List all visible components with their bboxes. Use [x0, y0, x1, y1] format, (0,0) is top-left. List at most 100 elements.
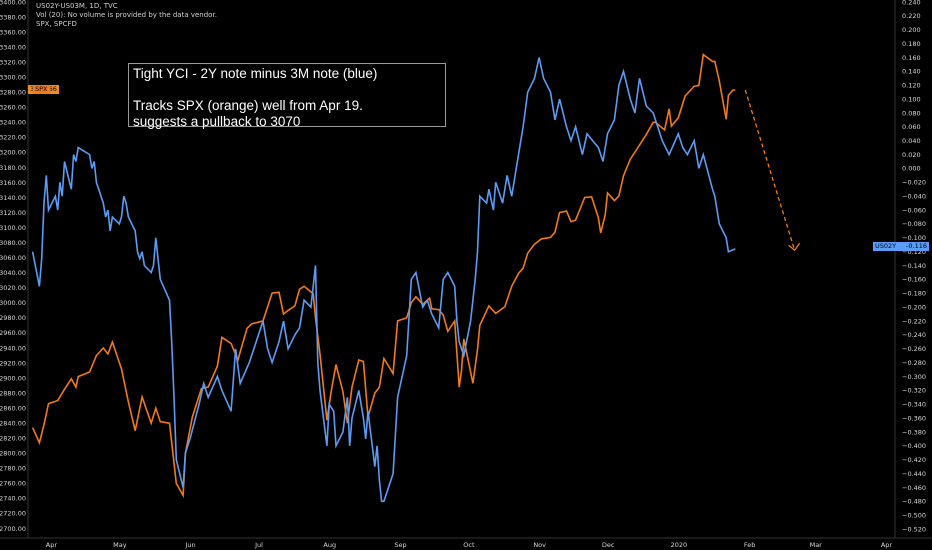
- left-tick-label: 2740.00: [0, 495, 26, 503]
- right-tick-label: −0.520: [902, 525, 926, 533]
- left-tick-label: 3080.00: [0, 239, 26, 247]
- left-tick-label: 3000.00: [0, 299, 26, 307]
- right-tick-label: −0.120: [902, 248, 926, 256]
- header-volume: Vol (20): No volume is provided by the d…: [36, 11, 217, 19]
- right-tick-label: −0.060: [902, 206, 926, 214]
- x-tick-label: Jun: [185, 541, 196, 549]
- left-tick-label: 3220.00: [0, 134, 26, 142]
- x-tick-label: Jul: [254, 541, 263, 549]
- left-tick-label: 2700.00: [0, 525, 26, 533]
- right-tick-label: −0.100: [902, 234, 926, 242]
- left-tick-label: 2820.00: [0, 435, 26, 443]
- left-tick-label: 3060.00: [0, 254, 26, 262]
- annotation-line-2: [133, 82, 441, 98]
- left-tick-label: 2760.00: [0, 480, 26, 488]
- right-tick-label: −0.360: [902, 414, 926, 422]
- left-tick-label: 3320.00: [0, 58, 26, 66]
- left-tick-label: 3140.00: [0, 194, 26, 202]
- annotation-line-3: Tracks SPX (orange) well from Apr 19.: [133, 98, 363, 113]
- left-tick-label: 3040.00: [0, 269, 26, 277]
- right-tick-label: −0.320: [902, 387, 926, 395]
- projection-arrow-line: [744, 89, 796, 251]
- left-tick-label: 2860.00: [0, 404, 26, 412]
- right-price-tag: US02Y -0.116: [873, 242, 929, 251]
- right-tick-label: −0.200: [902, 303, 926, 311]
- right-tick-label: −0.500: [902, 511, 926, 519]
- left-tick-label: 3300.00: [0, 74, 26, 82]
- x-tick-label: Apr: [881, 541, 893, 549]
- right-tick-label: −0.020: [902, 179, 926, 187]
- right-tick-label: −0.240: [902, 331, 926, 339]
- right-tick-label: 0.100: [902, 95, 921, 103]
- left-tick-label: 3160.00: [0, 179, 26, 187]
- x-tick-label: Nov: [533, 541, 546, 549]
- right-tick-label: 0.060: [902, 123, 921, 131]
- left-tick-label: 3340.00: [0, 43, 26, 51]
- right-tick-label: −0.280: [902, 359, 926, 367]
- left-tick-label: 3260.00: [0, 104, 26, 112]
- right-tick-label: −0.300: [902, 373, 926, 381]
- left-tick-label: 2720.00: [0, 510, 26, 518]
- left-tick-label: 3120.00: [0, 209, 26, 217]
- header-symbol: US02Y-US03M, 1D, TVC: [36, 2, 118, 10]
- right-tick-label: 0.240: [902, 0, 921, 6]
- header-compare: SPX, SPCFD: [36, 20, 77, 28]
- x-tick-label: May: [113, 541, 127, 549]
- right-tick-label: 0.220: [902, 12, 921, 20]
- right-tick-label: 0.000: [902, 165, 921, 173]
- right-axis-ticks: −0.520 −0.500 −0.480 −0.460 −0.440 −0.420 −0.4…: [902, 0, 926, 533]
- right-tag-symbol: US02Y: [875, 242, 897, 250]
- series-line-spread: [31, 57, 736, 503]
- left-tick-label: 3380.00: [0, 13, 26, 21]
- x-tick-label: 2020: [671, 541, 688, 549]
- left-tick-label: 3400.00: [0, 0, 26, 6]
- left-tick-label: 3280.00: [0, 89, 26, 97]
- right-tick-label: −0.260: [902, 345, 926, 353]
- left-tick-label: 2780.00: [0, 465, 26, 473]
- right-tick-label: 0.020: [902, 151, 921, 159]
- x-tick-label: Apr: [46, 541, 58, 549]
- series-line-spx: [31, 53, 736, 499]
- right-tick-label: −0.460: [902, 484, 926, 492]
- left-tick-label: 3020.00: [0, 284, 26, 292]
- left-tick-label: 2900.00: [0, 374, 26, 382]
- annotation-line-1: Tight YCI - 2Y note minus 3M note (blue): [133, 66, 378, 81]
- left-tick-label: 2880.00: [0, 389, 26, 397]
- right-tick-label: −0.420: [902, 456, 926, 464]
- left-tick-label: 3360.00: [0, 28, 26, 36]
- right-tick-label: −0.340: [902, 401, 926, 409]
- left-symbol-tag: SPX: [33, 85, 50, 94]
- left-axis-ticks: 2700.00 2720.00 2740.00 2760.00 2780.00 2800.…: [0, 0, 26, 533]
- right-tick-label: −0.400: [902, 442, 926, 450]
- x-tick-label: Aug: [323, 541, 336, 549]
- left-tick-label: 3240.00: [0, 119, 26, 127]
- x-tick-label: Oct: [463, 541, 475, 549]
- x-tick-label: Feb: [744, 541, 756, 549]
- left-tick-label: 3200.00: [0, 149, 26, 157]
- left-tick-label: 2840.00: [0, 419, 26, 427]
- right-tick-label: 0.180: [902, 40, 921, 48]
- left-tick-label: 2920.00: [0, 359, 26, 367]
- x-tick-label: Sep: [394, 541, 406, 549]
- annotation-box: Tight YCI - 2Y note minus 3M note (blue)…: [128, 63, 446, 129]
- right-tag-value: -0.116: [906, 242, 927, 250]
- left-tick-label: 2980.00: [0, 314, 26, 322]
- right-tick-label: 0.160: [902, 54, 921, 62]
- right-tick-label: −0.220: [902, 317, 926, 325]
- right-tick-label: −0.480: [902, 498, 926, 506]
- left-tick-label: 2960.00: [0, 329, 26, 337]
- x-axis-ticks: Apr May Jun Jul Aug Sep Oct Nov Dec 2020 Feb Mar Apr: [46, 541, 893, 549]
- right-tick-label: −0.040: [902, 192, 926, 200]
- left-tick-label: 3180.00: [0, 164, 26, 172]
- right-tick-label: −0.180: [902, 290, 926, 298]
- x-tick-label: Mar: [810, 541, 823, 549]
- left-tick-label: 3100.00: [0, 224, 26, 232]
- right-tick-label: 0.080: [902, 109, 921, 117]
- right-tick-label: −0.140: [902, 262, 926, 270]
- projection-arrow-head: [788, 242, 801, 252]
- right-tick-label: 0.200: [902, 26, 921, 34]
- right-tick-label: −0.380: [902, 428, 926, 436]
- annotation-line-4: suggests a pullback to 3070: [133, 114, 301, 129]
- right-tick-label: −0.080: [902, 220, 926, 228]
